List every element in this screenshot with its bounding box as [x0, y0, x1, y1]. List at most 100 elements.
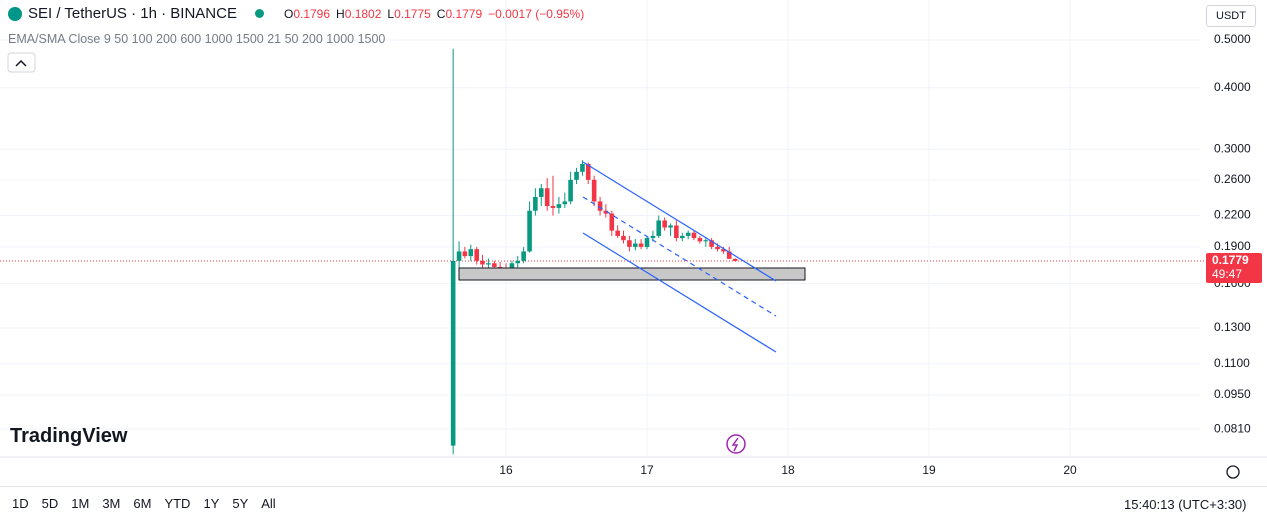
channel-top: [582, 161, 777, 282]
candle-body: [627, 240, 632, 247]
candle-body: [656, 220, 662, 236]
candle-body: [597, 201, 603, 211]
candle-body: [480, 260, 485, 265]
candle-body: [486, 263, 491, 265]
y-tick-label: 0.2200: [1214, 208, 1251, 222]
candle-body: [726, 251, 732, 259]
candle-body: [474, 249, 480, 261]
y-tick-label: 0.5000: [1214, 32, 1251, 46]
candle-body: [662, 220, 667, 228]
status-dot: [254, 9, 264, 18]
quote-value: 0.1779: [445, 6, 483, 21]
candle-body: [527, 210, 532, 252]
candle-body: [580, 163, 585, 172]
quote-value: 0.1796: [293, 6, 331, 21]
logo[interactable]: TradingView: [10, 425, 128, 447]
quote-key: L: [387, 6, 395, 21]
candle-body: [615, 230, 620, 236]
candle-body: [538, 188, 544, 197]
clock: 15:40:13 (UTC+3:30): [1124, 497, 1247, 512]
candle-body: [468, 249, 474, 257]
candle-body: [492, 263, 497, 267]
range-button[interactable]: 1M: [71, 496, 90, 511]
y-tick-label: 0.2600: [1214, 172, 1251, 186]
candle-body: [521, 251, 526, 261]
x-tick-label: 20: [1063, 463, 1077, 477]
candle-body: [638, 243, 644, 247]
candle-body: [450, 260, 456, 446]
x-tick-label: 19: [922, 463, 936, 477]
quote-change: −0.0017 (−0.95%): [488, 6, 585, 21]
range-button[interactable]: 1D: [12, 496, 29, 511]
y-tick-label: 0.1100: [1214, 356, 1250, 370]
range-button[interactable]: 5Y: [232, 496, 249, 511]
zone-rectangle: [458, 267, 806, 281]
bottom-bar: [0, 486, 1267, 525]
candle-body: [715, 246, 720, 250]
event-icon[interactable]: [726, 434, 746, 454]
range-button[interactable]: 6M: [133, 496, 152, 511]
channel-bottom: [582, 232, 777, 353]
settings-icon[interactable]: [1226, 465, 1240, 479]
event-bolt: [731, 437, 739, 452]
drawings: [458, 161, 806, 454]
candle-body: [544, 188, 550, 207]
candle-body: [621, 235, 626, 241]
x-tick-label: 18: [781, 463, 795, 477]
quote: O 0.1796 H 0.1802 L 0.1775 C 0.1779 −0.0017 (−0.…: [284, 7, 584, 21]
quote-key: H: [336, 6, 345, 21]
quote-value: 0.1775: [394, 6, 431, 21]
chart: 0.50000.40000.30000.26000.22000.19000.16…: [0, 0, 1267, 479]
candle-body: [515, 260, 521, 264]
candle-body: [668, 225, 673, 228]
candle-body: [633, 243, 638, 247]
range-button[interactable]: All: [261, 496, 276, 511]
y-tick-label: 0.0950: [1214, 387, 1251, 401]
candle-body: [574, 171, 579, 180]
candle-body: [697, 238, 703, 242]
candle-body: [703, 240, 709, 242]
y-tick-label: 0.1900: [1214, 239, 1251, 253]
candle-body: [556, 204, 562, 208]
symbol-icon: [8, 6, 22, 21]
candle-body: [691, 232, 697, 239]
candle-body: [456, 251, 462, 261]
candle-body: [685, 232, 691, 236]
y-tick-label: 0.4000: [1214, 80, 1251, 94]
candle-body: [462, 251, 468, 257]
quote-key: O: [283, 6, 294, 21]
range-button[interactable]: 5D: [41, 496, 59, 511]
y-tick-label: 0.3000: [1214, 141, 1251, 155]
collapse-icon: [15, 59, 27, 67]
candle-body: [533, 196, 538, 211]
y-tick-label: 0.1300: [1214, 320, 1251, 334]
candle-body: [609, 213, 615, 231]
candle-body: [603, 210, 609, 214]
indicators[interactable]: EMA/SMA Close 9 50 100 200 600 1000 1500…: [8, 32, 386, 46]
candle-body: [562, 201, 568, 205]
candle-body: [585, 163, 591, 180]
x-tick-label: 17: [640, 463, 654, 477]
x-tick-label: 16: [499, 463, 513, 477]
candle-body: [550, 206, 556, 208]
candle-body: [509, 263, 515, 270]
header: SEI / TetherUS · 1h · BINANCE O 0.1796 H 0.…: [8, 5, 584, 22]
currency[interactable]: USDT: [1206, 5, 1256, 27]
range-button[interactable]: 1Y: [203, 496, 220, 511]
countdown-label: 49:47: [1212, 267, 1242, 281]
candle-body: [732, 258, 738, 261]
candle-body: [591, 179, 597, 202]
candle-body: [674, 225, 679, 239]
range-button[interactable]: YTD: [164, 496, 191, 511]
quote-value: 0.1802: [344, 6, 382, 21]
ranges: 1D 5D 1M 3M 6M YTD 1Y 5Y All: [12, 496, 276, 511]
range-button[interactable]: 3M: [102, 496, 121, 511]
last-price-box: [1206, 252, 1262, 283]
candle-body: [644, 238, 650, 247]
symbol[interactable]: SEI / TetherUS · 1h · BINANCE: [28, 5, 237, 22]
last-price-label: 0.1779: [1212, 253, 1249, 267]
y-tick-label: 0.0810: [1214, 421, 1251, 435]
candle-body: [709, 240, 714, 247]
candle-body: [568, 179, 573, 202]
